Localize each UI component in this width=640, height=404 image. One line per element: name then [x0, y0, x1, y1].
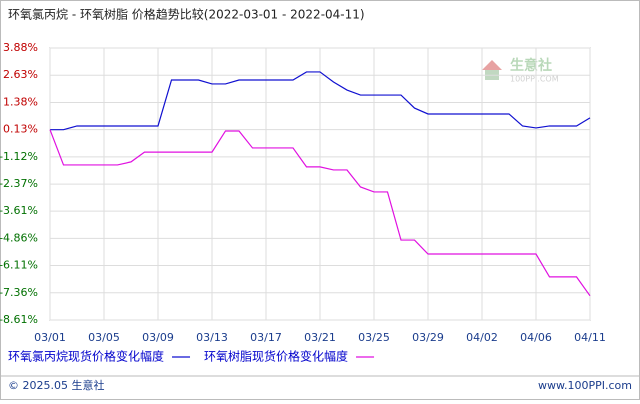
x-tick-label: 03/05 [88, 331, 120, 344]
x-tick-label: 03/25 [358, 331, 390, 344]
x-tick-label: 03/09 [142, 331, 174, 344]
watermark-name: 生意社 [510, 57, 552, 74]
y-tick-label: 0.13% [3, 123, 38, 136]
y-tick-label: 2.63% [3, 68, 38, 81]
chart-title: 环氧氯丙烷 - 环氧树脂 价格趋势比较(2022-03-01 - 2022-04… [8, 7, 365, 22]
x-tick-label: 04/06 [520, 331, 552, 344]
watermark-url: 100PPI.COM [510, 75, 559, 84]
x-tick-label: 03/17 [250, 331, 282, 344]
y-tick-label: -1.12% [0, 150, 38, 163]
x-tick-label: 03/13 [196, 331, 228, 344]
y-tick-label: -8.61% [0, 313, 38, 326]
logo-roof [482, 60, 502, 70]
y-tick-label: 1.38% [3, 95, 38, 108]
y-tick-label: -2.37% [0, 177, 38, 190]
footer-right: www.100PPI.com [538, 379, 632, 392]
legend-label: 环氧树脂现货价格变化幅度 [204, 349, 348, 364]
y-tick-label: -3.61% [0, 204, 38, 217]
y-tick-label: -6.11% [0, 259, 38, 272]
footer-left: © 2025.05 生意社 [8, 378, 104, 392]
legend-label: 环氧氯丙烷现货价格变化幅度 [8, 349, 164, 364]
series-line [49, 129, 591, 297]
x-tick-label: 03/01 [34, 331, 66, 344]
y-tick-label: -7.36% [0, 286, 38, 299]
x-tick-label: 04/11 [574, 331, 606, 344]
series-line [50, 71, 591, 131]
x-tick-label: 04/02 [466, 331, 498, 344]
y-tick-label: 3.88% [3, 41, 38, 54]
x-tick-label: 03/29 [412, 331, 444, 344]
x-tick-label: 03/21 [304, 331, 336, 344]
y-tick-label: -4.86% [0, 231, 38, 244]
